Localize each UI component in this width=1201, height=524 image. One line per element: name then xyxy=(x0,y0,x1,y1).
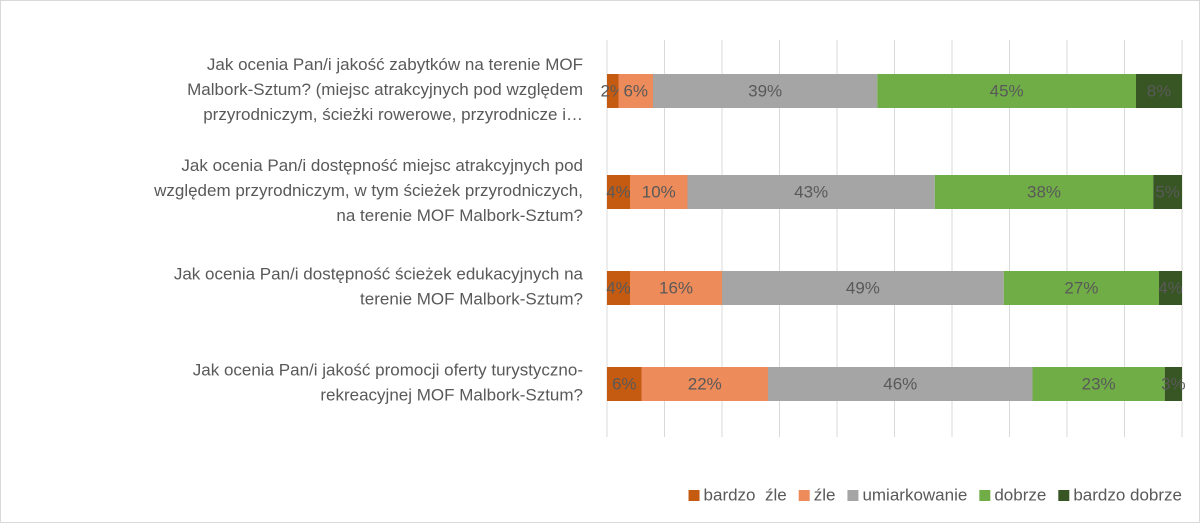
legend-label: dobrze xyxy=(994,485,1046,504)
bar-segment xyxy=(722,271,1004,305)
bar-segment xyxy=(934,175,1154,209)
category-label: Jak ocenia Pan/i dostępność miejsc atrak… xyxy=(153,156,583,225)
legend-label: umiarkowanie xyxy=(862,485,967,504)
value-label: 8% xyxy=(1147,81,1172,100)
value-label: 39% xyxy=(748,81,782,100)
value-label: 4% xyxy=(606,182,631,201)
legend-swatch xyxy=(688,490,700,501)
bar-segment xyxy=(630,175,688,209)
value-label: 45% xyxy=(990,81,1024,100)
value-label: 3% xyxy=(1161,374,1186,393)
value-label: 5% xyxy=(1155,182,1180,201)
value-label: 6% xyxy=(623,81,648,100)
value-label: 4% xyxy=(1158,278,1183,297)
bar-segment xyxy=(653,74,878,108)
bar-segment xyxy=(768,367,1033,401)
bar-segment xyxy=(630,271,722,305)
category-label: Jak ocenia Pan/i jakość promocji oferty … xyxy=(193,361,583,405)
value-label: 43% xyxy=(794,182,828,201)
value-label: 49% xyxy=(846,278,880,297)
bar-segment xyxy=(1153,175,1182,209)
bar-segment xyxy=(877,74,1136,108)
bar-segment xyxy=(607,271,630,305)
legend-swatch xyxy=(847,490,859,501)
value-label: 27% xyxy=(1064,278,1098,297)
bar-segment xyxy=(641,367,768,401)
value-label: 4% xyxy=(606,278,631,297)
legend-swatch xyxy=(979,490,991,501)
bar-segment xyxy=(607,367,642,401)
legend-swatch xyxy=(798,490,810,501)
bar-segment xyxy=(607,175,630,209)
legend-label: bardzo dobrze xyxy=(1073,485,1182,504)
bar-segment xyxy=(618,74,653,108)
legend-label: bardzo źle xyxy=(704,485,787,504)
value-label: 10% xyxy=(642,182,676,201)
value-label: 23% xyxy=(1082,374,1116,393)
bar-segment xyxy=(1032,367,1165,401)
category-label: Jak ocenia Pan/i jakość zabytków na tere… xyxy=(187,55,583,124)
category-label: Jak ocenia Pan/i dostępność ścieżek eduk… xyxy=(174,265,584,309)
bar-segment xyxy=(1136,74,1182,108)
bar-segment xyxy=(1003,271,1159,305)
value-label: 6% xyxy=(612,374,637,393)
legend-swatch xyxy=(1058,490,1070,501)
value-label: 22% xyxy=(688,374,722,393)
bar-segment xyxy=(1159,271,1182,305)
bar-segment xyxy=(607,74,619,108)
value-label: 46% xyxy=(883,374,917,393)
value-label: 38% xyxy=(1027,182,1061,201)
bar-segment xyxy=(687,175,935,209)
value-label: 16% xyxy=(659,278,693,297)
bar-segment xyxy=(1164,367,1182,401)
legend-label: źle xyxy=(814,485,836,504)
